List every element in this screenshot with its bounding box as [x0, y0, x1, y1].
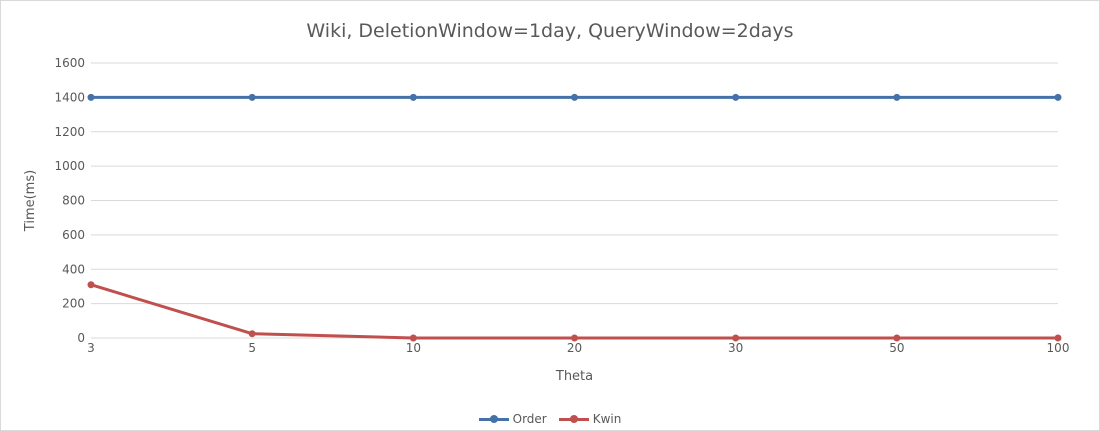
- y-tick-label: 1200: [54, 125, 85, 139]
- x-tick-label: 10: [406, 341, 421, 355]
- y-tick-label: 600: [62, 228, 85, 242]
- chart-title: Wiki, DeletionWindow=1day, QueryWindow=2…: [306, 20, 794, 42]
- y-tick-label: 1400: [54, 90, 85, 104]
- legend-marker: [478, 414, 509, 424]
- y-tick-labels: 0 200 400 600 800 1000 1200 1400 1600: [54, 56, 85, 345]
- x-tick-label: 100: [1047, 341, 1070, 355]
- x-tick-label: 50: [889, 341, 904, 355]
- data-point-order: [248, 93, 256, 101]
- y-tick-label: 400: [62, 262, 85, 276]
- legend-label: Kwin: [592, 412, 622, 426]
- data-point-kwin: [732, 334, 740, 342]
- data-point-kwin: [409, 334, 417, 342]
- legend-label: Order: [512, 412, 547, 426]
- x-tick-label: 30: [728, 341, 743, 355]
- legend-item-order: Order: [478, 412, 547, 426]
- x-tick-label: 5: [248, 341, 256, 355]
- data-point-kwin: [893, 334, 901, 342]
- y-tick-label: 800: [62, 194, 85, 208]
- data-point-kwin: [248, 330, 256, 338]
- legend-item-kwin: Kwin: [558, 412, 622, 426]
- x-tick-labels: 3 5 10 20 30 50 100: [87, 341, 1069, 355]
- legend: Order Kwin: [1, 412, 1099, 426]
- data-point-kwin: [87, 281, 95, 289]
- y-tick-label: 1000: [54, 159, 85, 173]
- data-point-order: [87, 93, 95, 101]
- y-tick-label: 0: [77, 331, 85, 345]
- data-point-kwin: [1054, 334, 1062, 342]
- y-tick-label: 200: [62, 297, 85, 311]
- y-tick-label: 1600: [54, 56, 85, 70]
- y-axis-title: Time(ms): [23, 170, 38, 232]
- data-point-order: [732, 93, 740, 101]
- x-tick-label: 3: [87, 341, 95, 355]
- gridlines: [91, 62, 1058, 339]
- data-point-order: [1054, 93, 1062, 101]
- data-point-order: [571, 93, 578, 101]
- data-point-order: [409, 93, 417, 101]
- data-point-kwin: [571, 334, 578, 342]
- x-tick-label: 20: [567, 341, 582, 355]
- data-point-order: [893, 93, 901, 101]
- legend-marker: [558, 414, 589, 424]
- series-group: [87, 93, 1062, 342]
- x-axis-title: Theta: [555, 369, 593, 384]
- series-line-kwin: [90, 283, 1058, 340]
